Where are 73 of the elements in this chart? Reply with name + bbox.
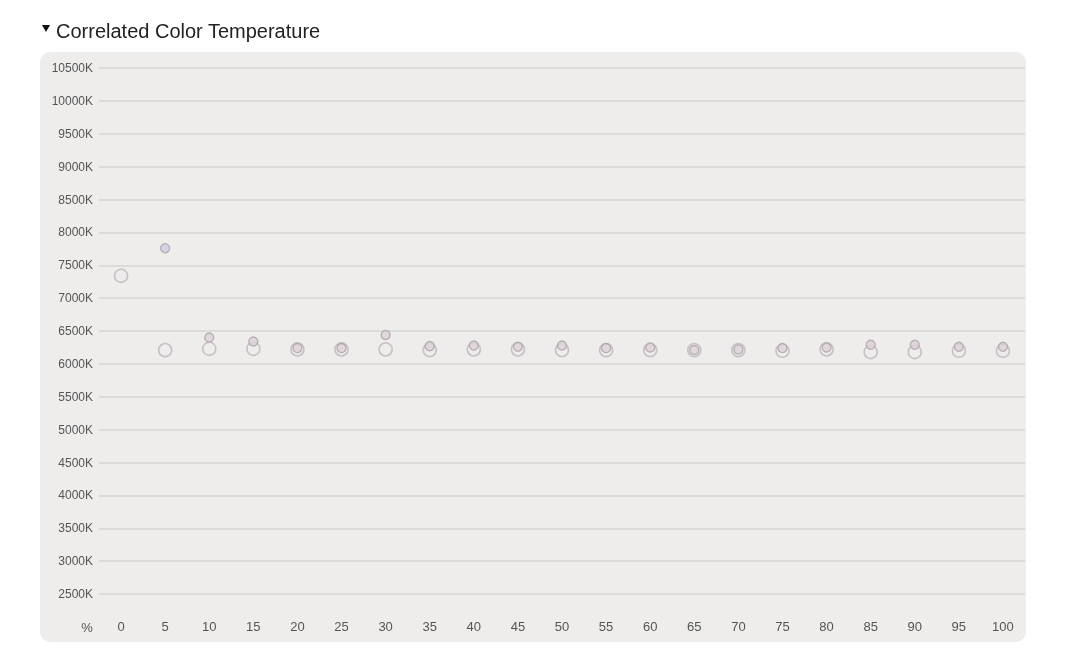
y-tick-label: 9500K [58, 126, 93, 141]
point [600, 342, 612, 354]
x-tick-label: 35 [422, 619, 437, 634]
y-tick-label: 8000K [58, 225, 93, 240]
x-tick-label: 90 [907, 619, 922, 634]
point [863, 344, 878, 360]
x-tick-label: 0 [117, 619, 125, 634]
y-tick-label: 9000K [58, 159, 93, 174]
point [909, 339, 920, 350]
y-tick-label: 5000K [58, 422, 93, 437]
x-tick-label: 15 [246, 619, 261, 634]
point [556, 340, 568, 351]
point [865, 339, 876, 350]
point [378, 342, 393, 357]
y-tick-label: 6000K [58, 356, 93, 371]
y-tick-label: 3000K [58, 554, 93, 569]
point [201, 341, 217, 357]
y-tick-label: 4000K [58, 488, 93, 503]
x-tick-label: 75 [775, 619, 790, 634]
point [204, 332, 215, 343]
y-tick-label: 4500K [58, 455, 93, 470]
point [997, 341, 1009, 352]
y-tick-label: 6500K [58, 324, 93, 338]
point [645, 342, 656, 353]
y-tick-label: 5500K [58, 389, 93, 404]
point [424, 340, 435, 352]
point [468, 340, 480, 351]
x-tick-label: 95 [951, 619, 967, 634]
y-tick-label: 3500K [58, 521, 93, 536]
x-tick-label: 5 [161, 619, 169, 634]
x-tick-label: 25 [334, 619, 349, 634]
point [554, 342, 570, 358]
point [819, 342, 834, 357]
y-tick-label: 2500K [58, 587, 93, 601]
point [821, 342, 832, 353]
point [380, 329, 391, 341]
point [598, 342, 614, 358]
point [159, 242, 171, 254]
y-tick-label: 7000K [58, 291, 93, 306]
x-tick-label: 85 [863, 619, 878, 634]
x-tick-label: 60 [642, 619, 658, 634]
point [907, 344, 923, 360]
point [512, 341, 524, 352]
point [157, 342, 173, 358]
chart-title: Correlated Color Temperature [56, 20, 321, 42]
x-tick-label: 55 [598, 619, 614, 634]
x-tick-label: 45 [510, 619, 526, 634]
x-tick-label: 80 [819, 619, 834, 634]
x-tick-label: 65 [687, 619, 702, 634]
y-tick-label: 8500K [58, 192, 93, 207]
point [995, 343, 1011, 359]
point [642, 342, 658, 358]
x-tick-label: 50 [554, 619, 570, 634]
point [953, 341, 965, 352]
point [775, 343, 790, 359]
x-axis-title: % [81, 619, 94, 635]
point [777, 342, 788, 354]
point [951, 343, 967, 359]
x-tick-label: 30 [378, 619, 393, 634]
y-tick-label: 7500K [58, 258, 93, 273]
point [246, 341, 261, 357]
x-tick-label: 70 [731, 619, 746, 634]
y-tick-label: 10500K [51, 61, 93, 75]
point [248, 336, 259, 347]
point [466, 342, 482, 357]
point [510, 342, 526, 357]
point [113, 268, 129, 284]
y-tick-label: 10000K [51, 93, 93, 108]
x-tick-label: 10 [202, 619, 217, 634]
point [422, 342, 438, 358]
x-tick-label: 40 [466, 619, 482, 634]
x-tick-label: 20 [290, 619, 305, 634]
x-tick-label: 100 [992, 619, 1014, 634]
